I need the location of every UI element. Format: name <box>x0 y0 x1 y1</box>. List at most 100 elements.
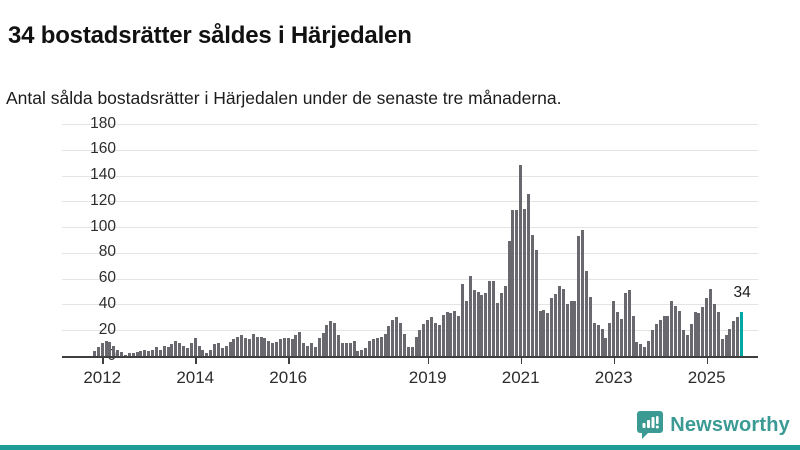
bar <box>236 336 240 356</box>
x-axis-tick-label-2014: 2014 <box>176 368 215 387</box>
gridline-60 <box>62 278 758 280</box>
y-axis-tick-label: 0 <box>64 347 116 364</box>
x-axis-line <box>62 356 758 358</box>
bar <box>612 300 616 356</box>
y-axis-tick-label: 180 <box>90 114 116 132</box>
bar <box>193 337 197 356</box>
bar <box>356 350 360 356</box>
bar <box>321 332 325 356</box>
bar <box>387 326 391 356</box>
bar <box>492 281 496 356</box>
gridline-120 <box>62 201 758 203</box>
bar <box>654 323 658 356</box>
bar <box>127 353 131 356</box>
bar <box>391 319 395 356</box>
bar <box>457 316 461 356</box>
bar <box>317 337 321 356</box>
bar <box>643 346 647 356</box>
bar <box>554 294 558 356</box>
bar <box>511 210 515 356</box>
bar <box>228 341 232 356</box>
bar <box>104 340 108 356</box>
bar <box>658 319 662 356</box>
bar <box>93 350 96 356</box>
gridline-160 <box>62 149 758 151</box>
bar <box>685 335 689 356</box>
bar <box>681 330 685 356</box>
bar <box>433 322 437 356</box>
bar <box>147 350 151 356</box>
x-axis-tick-label-2025: 2025 <box>687 368 726 387</box>
bar <box>267 340 271 356</box>
gridline-20 <box>62 330 758 332</box>
bar <box>616 312 620 356</box>
bar <box>480 295 484 356</box>
bar <box>162 345 166 356</box>
bar <box>371 339 375 356</box>
bar <box>724 335 728 356</box>
bar <box>368 340 372 356</box>
bar <box>313 346 317 356</box>
x-axis-tick <box>706 358 709 364</box>
x-axis-tick <box>102 358 104 364</box>
bar <box>476 291 480 356</box>
bar <box>360 349 364 356</box>
y-axis-tick-label: 40 <box>98 294 116 312</box>
bar <box>383 334 387 356</box>
bar <box>519 165 523 356</box>
latest-value-label: 34 <box>733 284 751 302</box>
bar <box>220 348 224 356</box>
bar <box>306 345 310 356</box>
bar <box>662 316 666 356</box>
bar <box>577 236 581 356</box>
gridline-100 <box>62 227 758 229</box>
bar <box>337 335 341 356</box>
bar <box>720 339 724 356</box>
bar <box>600 328 604 356</box>
bar <box>608 322 612 356</box>
bar <box>515 210 519 356</box>
bar <box>674 305 678 356</box>
bar <box>495 303 499 356</box>
bar <box>189 343 193 356</box>
newsworthy-logo-icon <box>637 411 664 439</box>
bar <box>410 346 414 356</box>
bar <box>588 296 592 356</box>
bar <box>426 319 430 356</box>
bar <box>647 340 651 356</box>
bar <box>309 343 313 356</box>
bar <box>441 314 445 356</box>
bar <box>484 292 488 356</box>
bar <box>178 343 182 356</box>
bar <box>116 349 120 356</box>
bar <box>123 354 127 356</box>
bar <box>701 307 705 356</box>
y-axis-tick-label: 160 <box>90 140 116 158</box>
bar <box>507 241 511 356</box>
bar <box>697 313 701 356</box>
bar <box>100 343 104 356</box>
bar <box>488 281 492 356</box>
x-axis-tick-label-2012: 2012 <box>83 368 122 387</box>
bar <box>530 234 534 356</box>
bar <box>302 343 306 356</box>
bar <box>709 288 713 356</box>
bar <box>546 313 550 356</box>
bar <box>635 341 639 356</box>
y-axis-tick-label: 60 <box>98 269 116 287</box>
bar <box>550 298 554 356</box>
bar <box>112 345 116 356</box>
bar <box>585 270 589 356</box>
bar <box>627 290 631 356</box>
bar <box>561 288 565 356</box>
chart-plot-area: 0 20 40 60 80 100 120 140 160 180 2012 2014 2016 2019… <box>62 115 758 387</box>
bar <box>333 322 337 356</box>
bar <box>174 340 178 356</box>
bar <box>542 309 546 356</box>
bar <box>693 312 697 356</box>
bar <box>120 352 124 356</box>
bar <box>422 323 426 356</box>
gridline-180 <box>62 124 758 125</box>
bar <box>712 304 716 356</box>
highlighted-bar-latest <box>740 312 744 356</box>
